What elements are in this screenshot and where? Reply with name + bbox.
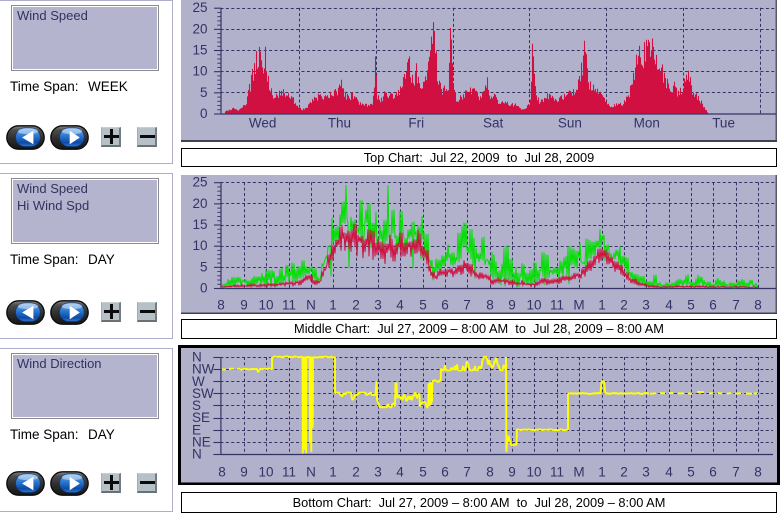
svg-text:1: 1 [329,297,337,312]
svg-text:Thu: Thu [328,116,351,131]
svg-text:7: 7 [732,297,740,312]
svg-text:4: 4 [396,464,404,479]
svg-text:3: 3 [642,297,650,312]
svg-text:6: 6 [709,297,717,312]
svg-text:E: E [192,422,201,437]
svg-text:5: 5 [687,297,695,312]
svg-text:2: 2 [352,297,360,312]
svg-text:4: 4 [396,297,404,312]
svg-text:11: 11 [550,464,564,479]
svg-text:20: 20 [192,195,207,210]
svg-text:Tue: Tue [712,116,735,131]
svg-text:11: 11 [550,297,564,312]
svg-text:N: N [306,297,316,312]
svg-text:Sat: Sat [483,116,504,131]
svg-text:9: 9 [508,297,516,312]
svg-text:1: 1 [598,464,606,479]
svg-text:5: 5 [687,464,695,479]
svg-text:6: 6 [709,464,717,479]
svg-text:8: 8 [486,297,494,312]
svg-text:11: 11 [282,464,296,479]
svg-text:8: 8 [218,464,226,479]
svg-text:4: 4 [665,464,673,479]
svg-text:N: N [192,349,202,364]
svg-text:25: 25 [192,0,207,15]
svg-text:S: S [192,398,201,413]
svg-text:N: N [306,464,316,479]
svg-text:6: 6 [441,297,449,312]
svg-text:Fri: Fri [408,116,424,131]
svg-text:Wed: Wed [249,116,277,131]
svg-text:2: 2 [352,464,360,479]
svg-text:4: 4 [665,297,673,312]
svg-text:5: 5 [419,297,427,312]
svg-text:Mon: Mon [634,116,660,131]
svg-text:W: W [192,373,205,388]
svg-text:2: 2 [620,297,628,312]
svg-text:9: 9 [240,464,248,479]
svg-text:7: 7 [732,464,740,479]
svg-text:8: 8 [754,464,762,479]
svg-text:1: 1 [598,297,606,312]
svg-text:11: 11 [282,297,296,312]
svg-text:15: 15 [192,43,207,58]
svg-text:10: 10 [258,464,273,479]
svg-text:8: 8 [754,297,762,312]
svg-text:7: 7 [463,297,471,312]
svg-text:0: 0 [200,280,208,295]
svg-text:7: 7 [463,464,471,479]
svg-text:Sun: Sun [558,116,582,131]
svg-text:9: 9 [240,297,248,312]
svg-text:SE: SE [192,410,210,425]
svg-text:10: 10 [192,238,207,253]
svg-text:NE: NE [192,434,211,449]
svg-text:15: 15 [192,217,207,232]
svg-text:6: 6 [441,464,449,479]
svg-text:5: 5 [200,85,208,100]
svg-text:N: N [192,446,202,461]
svg-text:5: 5 [419,464,427,479]
svg-text:10: 10 [526,297,541,312]
svg-text:0: 0 [200,106,208,121]
svg-text:M: M [573,464,584,479]
svg-text:5: 5 [200,259,208,274]
svg-text:M: M [573,297,584,312]
svg-text:8: 8 [486,464,494,479]
svg-text:8: 8 [217,297,225,312]
svg-text:1: 1 [329,464,337,479]
svg-text:SW: SW [192,385,214,400]
svg-text:10: 10 [526,464,541,479]
svg-text:3: 3 [642,464,650,479]
svg-text:10: 10 [192,64,207,79]
svg-text:25: 25 [192,175,207,190]
svg-text:20: 20 [192,21,207,36]
svg-text:2: 2 [620,464,628,479]
svg-text:10: 10 [258,297,273,312]
svg-text:3: 3 [374,297,382,312]
svg-text:NW: NW [192,361,215,376]
svg-text:3: 3 [374,464,382,479]
svg-text:9: 9 [508,464,516,479]
